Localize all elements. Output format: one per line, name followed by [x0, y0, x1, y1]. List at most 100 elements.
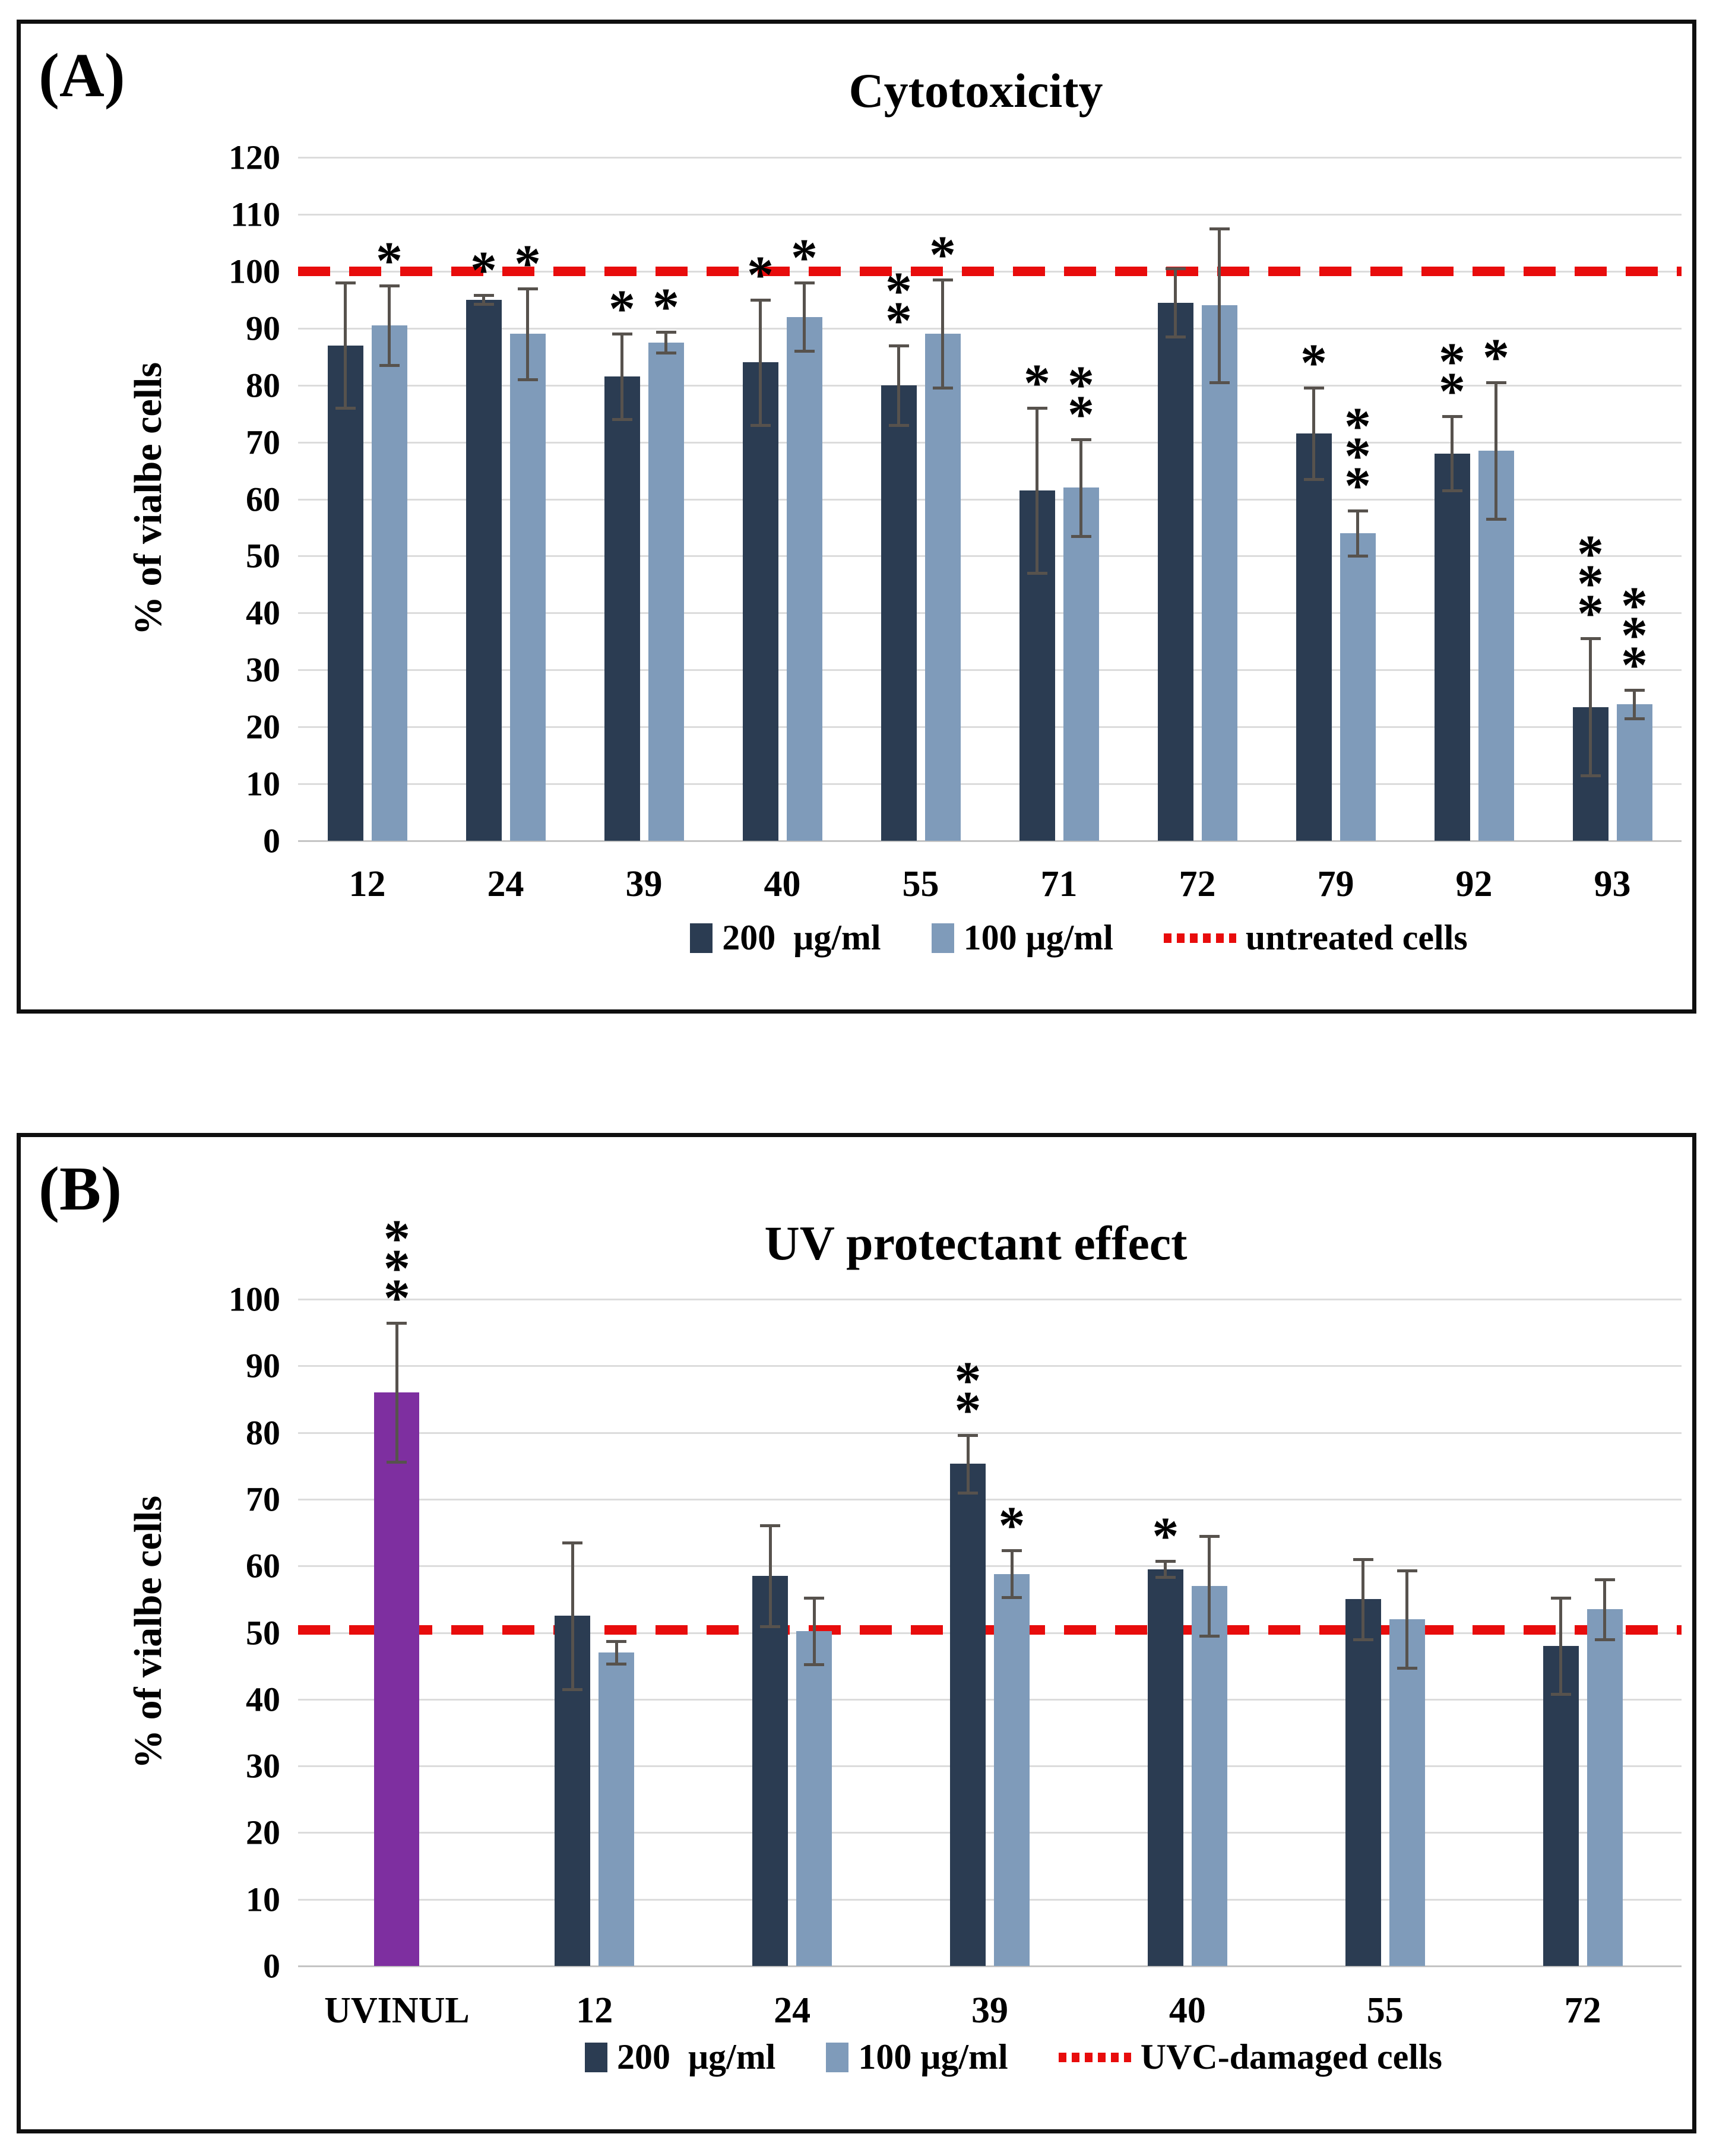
error-bar-cap: [804, 1597, 825, 1600]
legend-item-100: 100 μg/ml: [931, 917, 1113, 958]
y-tick-50: 50: [246, 1613, 280, 1652]
error-bar-cap: [1165, 335, 1186, 339]
gridline-120: [298, 157, 1682, 159]
error-bar-cap: [1209, 381, 1230, 384]
y-tick-60: 60: [246, 480, 280, 518]
error-bar-cap: [750, 423, 771, 427]
error-bar: [571, 1542, 574, 1689]
bar: [1157, 302, 1193, 841]
x-category-label: 39: [971, 1990, 1008, 2031]
error-bar: [615, 1641, 618, 1664]
error-bar-cap: [888, 423, 909, 427]
error-bar-cap: [1199, 1534, 1220, 1538]
significance-stars: *: [609, 280, 635, 339]
x-category-label: UVINUL: [324, 1990, 470, 2031]
error-bar-cap: [932, 387, 953, 390]
chart-a-legend: 200 μg/ml 100 μg/ml untreated cells: [387, 917, 1713, 958]
gridline-110: [298, 213, 1682, 216]
error-bar: [1036, 408, 1038, 574]
error-bar-cap: [1155, 1576, 1176, 1579]
gridline-40: [298, 1698, 1682, 1701]
y-tick-120: 120: [229, 138, 280, 177]
error-bar-cap: [888, 344, 909, 347]
x-category-label: 24: [774, 1990, 811, 2031]
error-bar-cap: [335, 407, 356, 410]
gridline-0: [298, 1965, 1682, 1967]
y-tick-70: 70: [246, 423, 280, 462]
error-bar: [620, 334, 623, 420]
bar: [371, 325, 407, 841]
error-bar-cap: [1580, 637, 1601, 641]
gridline-50: [298, 555, 1682, 558]
error-bar-cap: [1303, 387, 1324, 390]
gridline-60: [298, 498, 1682, 501]
error-bar-cap: [1594, 1638, 1615, 1641]
bar: [1543, 1645, 1579, 1966]
series-100-swatch: [826, 2042, 849, 2072]
legend-item-untreated: untreated cells: [1163, 917, 1468, 958]
error-bar: [395, 1323, 398, 1462]
bar: [881, 385, 917, 841]
series-100-label: 100 μg/ml: [858, 2037, 1008, 2076]
error-bar-cap: [1209, 227, 1230, 230]
bar: [1147, 1569, 1183, 1966]
bar: [374, 1392, 420, 1966]
significance-stars: * *: [954, 1351, 981, 1441]
bar: [1296, 433, 1332, 841]
error-bar-cap: [958, 1434, 978, 1438]
y-tick-40: 40: [246, 1680, 280, 1719]
error-bar-cap: [794, 281, 815, 285]
gridline-70: [298, 1498, 1682, 1500]
bar: [604, 376, 640, 841]
error-bar-cap: [612, 418, 632, 422]
error-bar-cap: [1002, 1549, 1022, 1553]
bar: [1201, 305, 1237, 841]
x-category-label: 79: [1317, 864, 1354, 904]
x-category-label: 72: [1179, 864, 1216, 904]
error-bar: [526, 288, 529, 380]
error-bar: [1361, 1559, 1365, 1639]
error-bar-cap: [1071, 438, 1091, 441]
bar: [742, 362, 778, 841]
error-bar: [1164, 1561, 1167, 1578]
error-bar: [897, 345, 900, 425]
error-bar-cap: [656, 331, 676, 334]
x-category-label: 39: [625, 864, 663, 904]
gridline-100: [298, 1299, 1682, 1300]
y-tick-20: 20: [246, 707, 280, 746]
x-category-label: 24: [487, 864, 524, 904]
error-bar-cap: [1624, 717, 1645, 720]
gridline-40: [298, 612, 1682, 615]
error-bar-cap: [1486, 381, 1506, 384]
error-bar-cap: [606, 1640, 627, 1644]
error-bar-cap: [1397, 1569, 1417, 1573]
error-bar-cap: [335, 281, 356, 285]
error-bar-cap: [1027, 572, 1047, 575]
error-bar: [1589, 638, 1592, 775]
x-category-label: 93: [1594, 864, 1631, 904]
gridline-90: [298, 1365, 1682, 1367]
error-bar: [1218, 228, 1221, 382]
error-bar: [1451, 416, 1454, 491]
chart-b-y-axis-label: % of vialbe cells: [126, 1495, 170, 1769]
error-bar-cap: [1624, 688, 1645, 692]
significance-stars: * * *: [1344, 397, 1371, 515]
series-100-label: 100 μg/ml: [963, 918, 1113, 957]
bar: [1389, 1619, 1425, 1966]
significance-stars: * *: [1439, 333, 1465, 422]
x-category-label: 12: [349, 864, 386, 904]
error-bar-cap: [656, 351, 676, 354]
series-200-label: 200 μg/ml: [722, 918, 881, 957]
error-bar-cap: [794, 350, 815, 353]
y-tick-50: 50: [246, 536, 280, 575]
significance-stars: *: [791, 229, 818, 288]
chart-a-title: Cytotoxicity: [848, 64, 1103, 118]
y-tick-20: 20: [246, 1813, 280, 1852]
error-bar: [1633, 689, 1636, 718]
bar: [950, 1464, 986, 1966]
error-bar-cap: [379, 284, 400, 287]
error-bar: [1312, 388, 1315, 479]
reference-line: [298, 266, 1682, 276]
error-bar-cap: [1155, 1560, 1176, 1563]
gridline-10: [298, 1898, 1682, 1901]
